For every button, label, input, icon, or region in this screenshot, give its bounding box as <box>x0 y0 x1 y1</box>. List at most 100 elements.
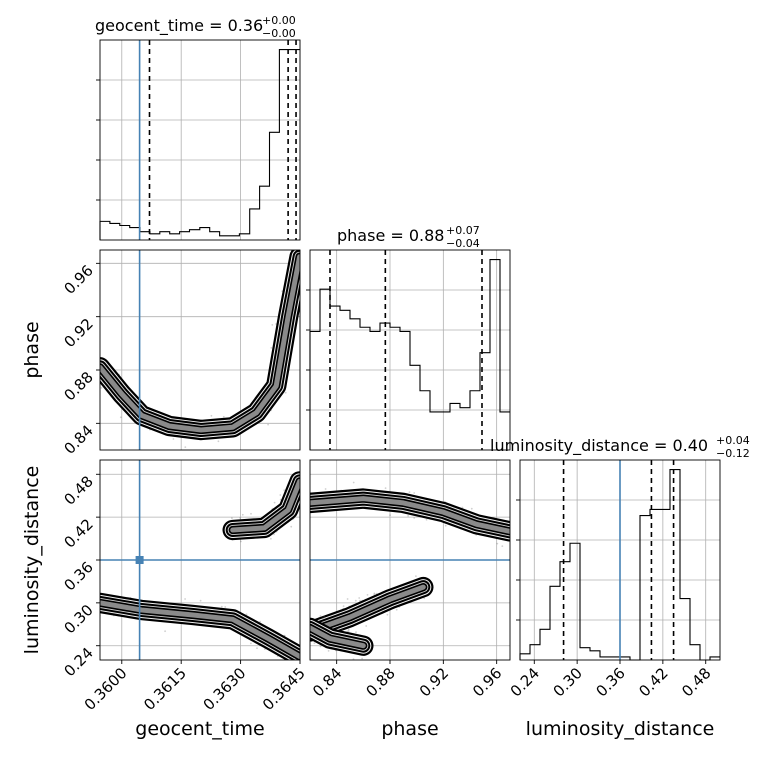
title-geocent-time-sup: +0.00 <box>262 14 296 27</box>
sample-point <box>305 657 307 659</box>
sample-point <box>342 605 345 607</box>
sample-point <box>220 605 223 608</box>
ytick-label: 0.96 <box>60 261 96 297</box>
sample-point <box>241 513 244 516</box>
hist-panel-geocent-time <box>96 39 301 241</box>
sample-point <box>347 628 350 631</box>
sample-point <box>470 507 473 510</box>
sample-point <box>308 630 310 632</box>
title-phase: phase = 0.88 <box>337 226 444 245</box>
xlabel-phase: phase <box>381 718 438 740</box>
sample-point <box>270 347 273 349</box>
contours <box>304 481 510 660</box>
sample-point <box>259 620 261 623</box>
ytick-label: 0.42 <box>60 515 96 551</box>
sample-point <box>240 540 242 543</box>
xlabel-geocent-time: geocent_time <box>135 718 264 740</box>
title-geocent-time: geocent_time = 0.36 <box>95 16 263 36</box>
sample-point <box>355 631 357 633</box>
panel-2d-phase-vs-geocent-time <box>99 249 301 451</box>
sample-point <box>217 440 220 443</box>
sample-point <box>322 617 325 620</box>
xtick-label: 0.48 <box>678 664 714 700</box>
sample-point <box>222 415 225 418</box>
sample-point <box>301 480 303 482</box>
ytick-label: 0.36 <box>60 558 96 594</box>
sample-point <box>250 512 252 515</box>
sample-point <box>413 517 416 519</box>
sample-point <box>354 599 357 602</box>
sample-point <box>245 613 248 616</box>
sample-point <box>366 594 369 596</box>
contour-fill-3 <box>100 600 300 659</box>
xlabel-luminosity-distance: luminosity_distance <box>526 718 715 740</box>
sample-point <box>270 537 272 540</box>
title-phase-sup: +0.07 <box>446 224 480 237</box>
title-phase-sub: −0.04 <box>446 237 480 250</box>
sample-point <box>224 606 227 608</box>
sample-point <box>395 608 398 611</box>
sample-point <box>304 630 306 632</box>
sample-point <box>256 647 258 650</box>
hist-panel-luminosity-distance <box>516 459 721 661</box>
sample-point <box>444 524 447 527</box>
sample-point <box>184 598 187 600</box>
contours <box>100 250 300 448</box>
frame <box>309 459 511 661</box>
sample-point <box>346 598 349 600</box>
title-luminosity-distance: luminosity_distance = 0.40 <box>490 436 708 456</box>
sample-point <box>303 502 305 504</box>
xtick-label: 0.96 <box>469 664 505 700</box>
sample-point <box>365 625 368 627</box>
sample-point <box>273 533 275 536</box>
sample-point <box>361 657 363 660</box>
truth-marker <box>135 556 144 564</box>
ytick-label: 0.24 <box>60 644 96 680</box>
ylabel-phase: phase <box>21 321 43 378</box>
sample-point <box>184 446 187 448</box>
sample-point <box>413 492 416 494</box>
contour-fill-3 <box>310 584 426 634</box>
sample-point <box>408 491 411 493</box>
sample-point <box>119 416 122 419</box>
sample-point <box>501 545 504 547</box>
sample-point <box>231 517 233 520</box>
sample-point <box>341 628 344 631</box>
sample-point <box>359 599 361 602</box>
sample-point <box>324 488 327 490</box>
contour-fill-3 <box>230 478 300 533</box>
xtick-label: 0.30 <box>550 664 586 700</box>
ytick-label: 0.30 <box>60 601 96 637</box>
hist-step-luminosity-distance <box>519 468 720 661</box>
sample-point <box>307 504 309 506</box>
xtick-label: 0.24 <box>507 664 543 700</box>
sample-point <box>496 542 499 545</box>
sample-point <box>319 615 322 617</box>
sample-point <box>347 630 350 633</box>
contour-fill-3 <box>310 625 366 649</box>
sample-point <box>172 438 175 440</box>
title-geocent-time-sub: −0.00 <box>262 27 296 40</box>
sample-point <box>425 518 428 521</box>
sample-point <box>164 630 167 633</box>
title-luminosity-distance-sub: −0.12 <box>716 447 750 460</box>
sample-point <box>307 637 309 639</box>
sample-point <box>306 626 308 628</box>
frame <box>99 249 301 451</box>
xtick-label: 0.3645 <box>259 664 309 714</box>
sample-point <box>267 423 269 426</box>
ytick-label: 0.48 <box>60 472 96 508</box>
contours <box>100 471 308 667</box>
sample-point <box>273 501 276 504</box>
panel-2d-luminosity-distance-vs-phase <box>304 459 511 661</box>
sample-point <box>319 645 322 648</box>
frame <box>309 249 511 451</box>
sample-point <box>100 387 103 389</box>
sample-point <box>301 665 303 667</box>
grid <box>310 250 510 450</box>
xtick-label: 0.36 <box>592 664 628 700</box>
hist-step-geocent-time <box>99 48 300 240</box>
sample-point <box>373 592 376 595</box>
xtick-label: 0.3630 <box>200 664 250 714</box>
sample-point <box>306 480 308 482</box>
